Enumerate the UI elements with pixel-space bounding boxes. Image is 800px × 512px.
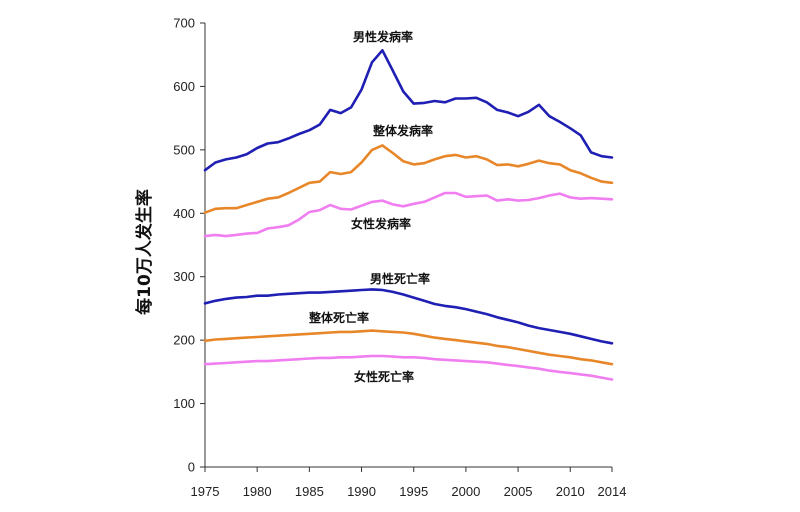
x-tick-label: 1995 <box>399 484 428 499</box>
y-tick-label: 100 <box>173 396 195 411</box>
y-tick-label: 0 <box>188 460 195 475</box>
x-tick-label: 2014 <box>598 484 627 499</box>
x-tick-label: 1990 <box>347 484 376 499</box>
series-line-4 <box>203 288 614 345</box>
x-tick-label: 2010 <box>556 484 585 499</box>
series-line-6 <box>203 354 614 381</box>
x-tick-label: 1975 <box>191 484 220 499</box>
series-line-1 <box>203 48 614 172</box>
series-label-1: 男性发病率 <box>353 29 413 44</box>
series-label-5: 整体死亡率 <box>308 310 369 325</box>
y-tick-label: 400 <box>173 206 195 221</box>
x-tick-label: 2000 <box>451 484 480 499</box>
series-label-4: 男性死亡率 <box>370 271 430 286</box>
x-tick-label: 2005 <box>504 484 533 499</box>
series-line-5 <box>203 329 614 366</box>
y-tick-label: 700 <box>173 16 195 31</box>
series-label-3: 女性发病率 <box>351 216 411 231</box>
series-lines <box>203 48 614 381</box>
axes: 0 100 200 300 400 500 600 700 1975 1980 1985 1990 19… <box>173 16 626 500</box>
series-line-3 <box>203 191 614 238</box>
series-label-2: 整体发病率 <box>372 123 433 138</box>
series-line-2 <box>203 144 614 214</box>
x-tick-label: 1980 <box>243 484 272 499</box>
y-tick-label: 200 <box>173 333 195 348</box>
series-label-6: 女性死亡率 <box>354 369 414 384</box>
y-tick-label: 300 <box>173 269 195 284</box>
y-axis-label: 每10万人发生率 <box>134 189 155 315</box>
y-tick-label: 600 <box>173 79 195 94</box>
y-tick-label: 500 <box>173 142 195 157</box>
x-tick-label: 1985 <box>295 484 324 499</box>
